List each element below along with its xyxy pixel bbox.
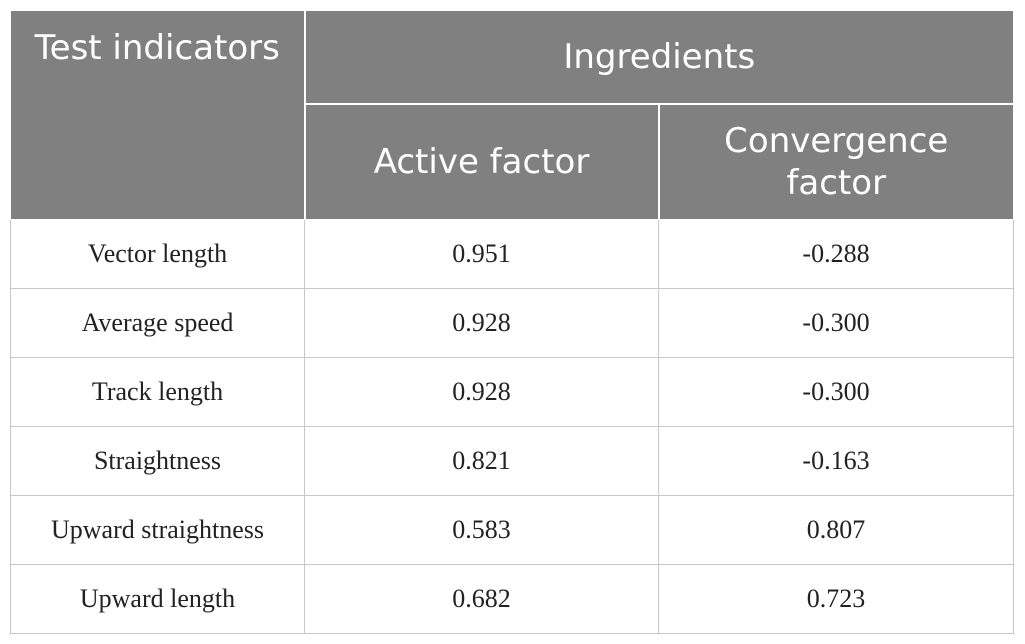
cell-indicator: Upward length bbox=[10, 564, 305, 634]
cell-convergence-factor: -0.300 bbox=[657, 357, 1015, 427]
cell-active-factor: 0.928 bbox=[304, 288, 659, 358]
cell-indicator: Average speed bbox=[10, 288, 305, 358]
header-test-indicators: Test indicators bbox=[10, 10, 306, 220]
table-row: Upward straightness 0.583 0.807 bbox=[10, 495, 1015, 565]
cell-indicator: Vector length bbox=[10, 219, 305, 289]
table-row: Track length 0.928 -0.300 bbox=[10, 357, 1015, 427]
table-row: Upward length 0.682 0.723 bbox=[10, 564, 1015, 634]
data-table-container: Test indicators Ingredients Active facto… bbox=[10, 10, 1015, 634]
table-row: Average speed 0.928 -0.300 bbox=[10, 288, 1015, 358]
table-row: Straightness 0.821 -0.163 bbox=[10, 426, 1015, 496]
header-ingredients: Ingredients bbox=[303, 10, 1015, 105]
cell-convergence-factor: -0.288 bbox=[657, 219, 1015, 289]
header-convergence-factor: Convergence factor bbox=[657, 103, 1015, 220]
header-convergence-factor-text: Convergence factor bbox=[724, 121, 949, 203]
cell-active-factor: 0.928 bbox=[304, 357, 659, 427]
cell-convergence-factor: -0.163 bbox=[657, 426, 1015, 496]
header-active-factor: Active factor bbox=[304, 103, 660, 220]
header-row-2: Active factor Convergence factor bbox=[11, 103, 1015, 220]
cell-convergence-factor: 0.723 bbox=[657, 564, 1015, 634]
cell-active-factor: 0.682 bbox=[304, 564, 659, 634]
cell-indicator: Track length bbox=[10, 357, 305, 427]
cell-indicator: Upward straightness bbox=[10, 495, 305, 565]
header-row-1: Test indicators Ingredients bbox=[10, 10, 1015, 220]
table-header: Test indicators Ingredients Active facto… bbox=[10, 10, 1015, 220]
cell-convergence-factor: -0.300 bbox=[657, 288, 1015, 358]
table-row: Vector length 0.951 -0.288 bbox=[10, 219, 1015, 289]
table-body: Vector length 0.951 -0.288 Average speed… bbox=[10, 219, 1015, 634]
factor-loadings-table: Test indicators Ingredients Active facto… bbox=[10, 10, 1015, 634]
cell-active-factor: 0.583 bbox=[304, 495, 659, 565]
cell-active-factor: 0.821 bbox=[304, 426, 659, 496]
cell-convergence-factor: 0.807 bbox=[657, 495, 1015, 565]
cell-indicator: Straightness bbox=[10, 426, 305, 496]
cell-active-factor: 0.951 bbox=[304, 219, 659, 289]
